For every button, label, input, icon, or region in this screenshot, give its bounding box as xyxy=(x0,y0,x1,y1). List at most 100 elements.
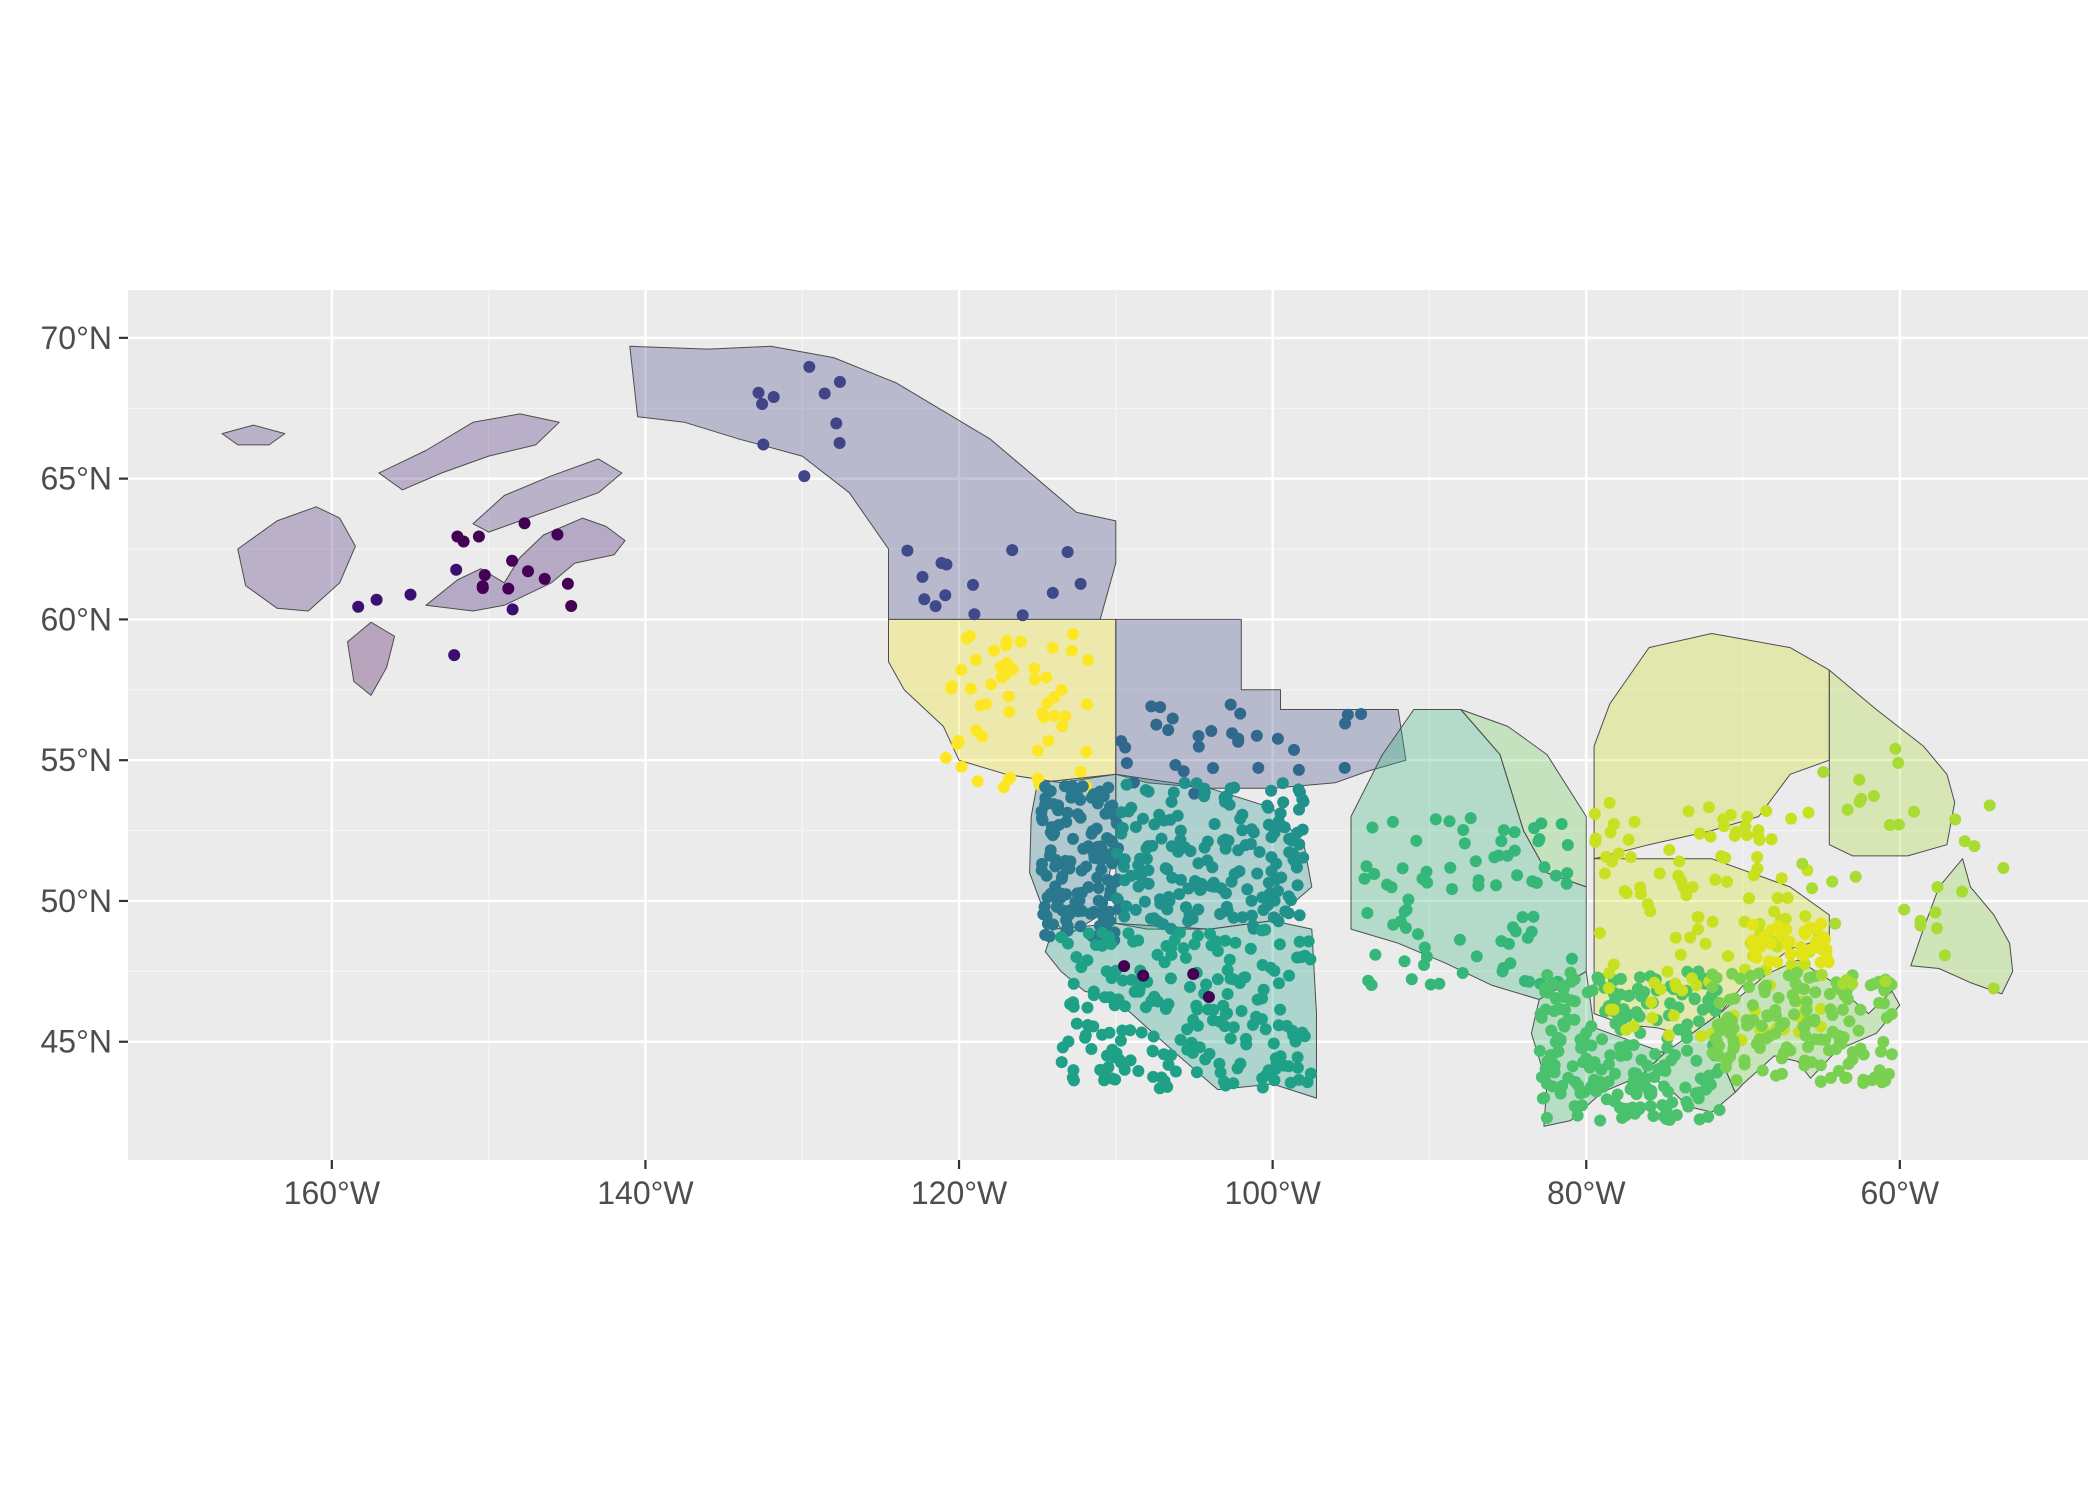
station-point xyxy=(1527,910,1540,923)
station-point xyxy=(448,649,461,662)
station-point xyxy=(1604,1049,1617,1062)
station-point xyxy=(1661,1041,1674,1054)
station-point xyxy=(1207,1014,1219,1027)
station-point xyxy=(1174,1033,1187,1046)
station-point xyxy=(1719,1061,1732,1074)
station-point xyxy=(1550,993,1562,1005)
station-point xyxy=(756,398,769,410)
station-point xyxy=(1185,1036,1198,1049)
station-point xyxy=(1142,785,1155,798)
station-point xyxy=(1786,989,1799,1002)
station-point xyxy=(1849,870,1862,883)
station-point xyxy=(916,570,929,583)
station-point xyxy=(1832,1064,1845,1077)
station-point xyxy=(1764,937,1777,950)
station-point xyxy=(1826,875,1839,888)
station-point xyxy=(1056,870,1069,883)
station-point xyxy=(1443,815,1456,828)
station-point xyxy=(561,577,574,590)
station-point xyxy=(1118,960,1131,973)
station-point xyxy=(1165,948,1178,961)
station-point xyxy=(1713,996,1726,1009)
station-point xyxy=(1420,950,1433,963)
station-point xyxy=(1061,546,1074,558)
station-point xyxy=(1267,911,1280,924)
station-point xyxy=(1843,1015,1856,1028)
station-point xyxy=(1341,708,1354,721)
station-point xyxy=(1167,786,1180,799)
station-point xyxy=(1692,1015,1705,1028)
station-point xyxy=(1194,883,1207,896)
station-point xyxy=(1245,894,1258,907)
station-point xyxy=(1043,930,1056,943)
station-point xyxy=(1453,933,1466,946)
station-point xyxy=(1663,843,1676,856)
station-point xyxy=(1116,974,1129,987)
station-point xyxy=(1544,1049,1557,1061)
station-point xyxy=(1234,812,1247,825)
station-point xyxy=(1575,1042,1588,1054)
station-point xyxy=(1775,1067,1788,1080)
station-point xyxy=(522,565,534,578)
station-point xyxy=(1603,796,1616,809)
station-point xyxy=(1114,1034,1127,1047)
region-alaska-interior xyxy=(472,458,623,533)
station-point xyxy=(1268,1074,1281,1087)
station-point xyxy=(1721,875,1733,888)
station-point xyxy=(1696,1003,1709,1016)
station-point xyxy=(994,660,1007,673)
station-point xyxy=(1046,641,1059,654)
station-point xyxy=(1931,881,1944,894)
station-point xyxy=(1846,1053,1859,1066)
station-point xyxy=(1245,909,1258,922)
x-tick-label: 160°W xyxy=(284,1175,381,1211)
station-point xyxy=(1796,857,1809,870)
station-point xyxy=(1188,938,1201,951)
station-point xyxy=(1734,972,1747,985)
station-point xyxy=(1622,833,1635,846)
station-point xyxy=(1585,1020,1598,1033)
station-point xyxy=(1496,965,1509,978)
station-point xyxy=(1703,801,1715,814)
station-point xyxy=(518,517,531,530)
station-point xyxy=(1207,762,1219,774)
station-point xyxy=(1304,1067,1317,1080)
station-point xyxy=(1743,892,1755,905)
station-point xyxy=(818,387,831,400)
station-point xyxy=(1235,1005,1248,1017)
station-point xyxy=(1648,1071,1661,1083)
station-point xyxy=(1081,698,1093,711)
station-point xyxy=(1799,928,1812,940)
station-point xyxy=(1412,928,1424,941)
station-point xyxy=(1041,696,1054,709)
station-point xyxy=(1557,1017,1570,1030)
station-point xyxy=(1135,1026,1148,1039)
station-point xyxy=(1014,635,1027,648)
station-point xyxy=(1102,1061,1115,1074)
station-point xyxy=(1076,780,1089,793)
station-point xyxy=(1079,1029,1092,1042)
station-point xyxy=(1095,863,1108,876)
station-point xyxy=(1800,1004,1813,1017)
station-point xyxy=(1751,851,1764,864)
station-point xyxy=(1815,1002,1827,1015)
station-point xyxy=(1405,973,1418,986)
station-point xyxy=(1092,882,1105,894)
station-point xyxy=(1205,725,1218,737)
station-point xyxy=(1876,1076,1888,1089)
station-point xyxy=(1548,1066,1561,1079)
station-point xyxy=(940,558,953,571)
station-point xyxy=(1634,971,1646,984)
station-point xyxy=(1227,1021,1240,1034)
station-point xyxy=(1729,825,1742,838)
station-point xyxy=(1211,973,1224,986)
station-point xyxy=(1997,862,2010,874)
station-point xyxy=(1274,1050,1287,1063)
station-point xyxy=(1672,1023,1685,1036)
station-point xyxy=(1366,821,1379,834)
station-point xyxy=(1282,907,1295,920)
station-point xyxy=(1756,1064,1769,1077)
station-point xyxy=(502,582,515,595)
station-point xyxy=(1188,787,1201,800)
station-point xyxy=(1087,1020,1100,1033)
